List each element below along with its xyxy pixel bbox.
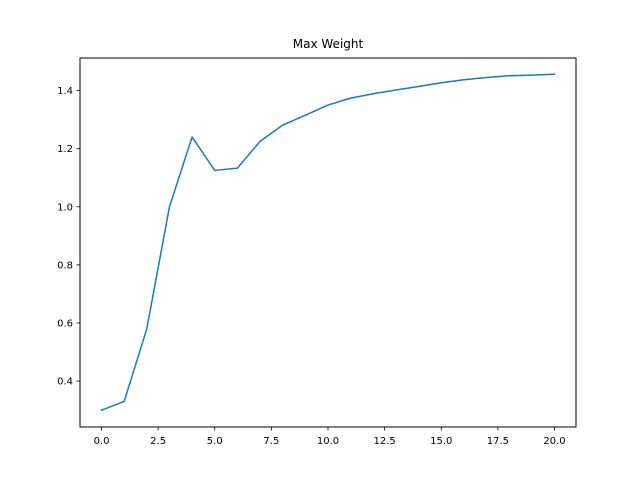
x-tick-label: 7.5 <box>263 436 279 447</box>
x-tick-label: 17.5 <box>487 436 509 447</box>
x-axis-ticks: 0.0 2.5 5.0 7.5 10.0 12.5 15.0 17.5 20.0 <box>94 427 566 447</box>
x-tick-label: 2.5 <box>150 436 166 447</box>
x-tick-label: 5.0 <box>207 436 223 447</box>
axes-frame <box>79 57 577 428</box>
x-tick-label: 0.0 <box>94 436 110 447</box>
y-tick-label: 1.0 <box>57 202 73 213</box>
series-group <box>100 73 556 412</box>
y-tick-label: 1.2 <box>57 144 73 155</box>
y-axis-ticks: 0.4 0.6 0.8 1.0 1.2 1.4 <box>57 86 80 388</box>
chart-title: Max Weight <box>293 37 364 51</box>
x-tick-label: 10.0 <box>317 436 339 447</box>
y-tick-label: 0.8 <box>57 260 73 271</box>
y-tick-label: 0.6 <box>57 318 73 329</box>
x-tick-label: 20.0 <box>543 436 565 447</box>
series-line <box>100 73 556 412</box>
y-tick-label: 0.4 <box>57 377 73 388</box>
y-tick-label: 1.4 <box>57 86 73 97</box>
x-tick-label: 15.0 <box>430 436 452 447</box>
x-tick-label: 12.5 <box>373 436 395 447</box>
